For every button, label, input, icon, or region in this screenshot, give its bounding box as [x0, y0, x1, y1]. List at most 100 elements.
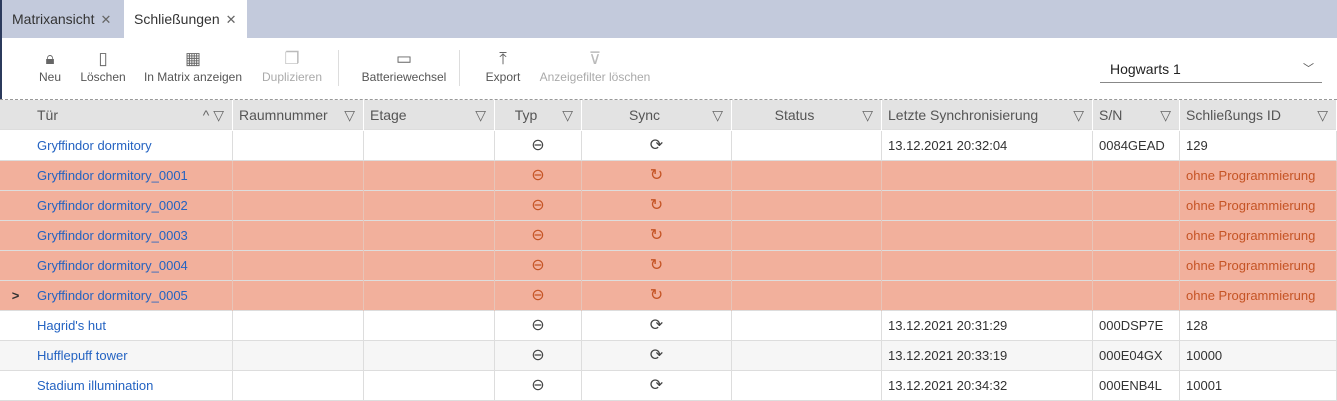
cylinder-type-icon: ⊖ — [531, 197, 545, 214]
tab-label: Schließungen — [134, 11, 220, 27]
column-header[interactable]: Typ ▽ — [495, 100, 582, 130]
column-header-label: Letzte Synchronisierung — [888, 107, 1039, 123]
serial-cell: 000DSP7E — [1093, 311, 1180, 341]
lock-id-cell: ohne Programmierung — [1180, 281, 1337, 311]
column-header[interactable]: Status ▽ — [732, 100, 882, 130]
door-cell[interactable]: Hagrid's hut — [31, 311, 233, 341]
column-header[interactable]: Sync ▽ — [582, 100, 732, 130]
label: Duplizieren — [261, 70, 323, 84]
door-cell[interactable]: Gryffindor dormitory_0003 — [31, 221, 233, 251]
sync-pending-icon: ↻ — [649, 167, 664, 184]
show-in-matrix-button[interactable]: ▦ In Matrix anzeigen — [142, 48, 244, 84]
clear-filter-button[interactable]: ⊽ Anzeigefilter löschen — [537, 48, 653, 84]
column-header[interactable]: Letzte Synchronisierung ▽ — [882, 100, 1093, 130]
sync-icon: ⟳ — [649, 377, 664, 394]
floor-cell — [364, 131, 495, 161]
serial-cell — [1093, 221, 1180, 251]
status-cell — [732, 371, 882, 401]
table-row[interactable]: Gryffindor dormitory_0001 ⊖ ↻ ohne Programm… — [0, 161, 1337, 191]
type-cell: ⊖ — [495, 311, 582, 341]
table-row[interactable]: Hufflepuff tower ⊖ ⟳ 13.12.2021 20:33:19 000… — [0, 341, 1337, 371]
duplicate-icon: ❐ — [284, 49, 300, 68]
row-indicator — [0, 371, 31, 401]
type-cell: ⊖ — [495, 341, 582, 371]
serial-cell: 000E04GX — [1093, 341, 1180, 371]
sync-cell: ⟳ — [582, 371, 732, 401]
cylinder-type-icon: ⊖ — [531, 167, 545, 184]
table-row[interactable]: Gryffindor dormitory ⊖ ⟳ 13.12.2021 20:32:0… — [0, 131, 1337, 161]
serial-cell — [1093, 251, 1180, 281]
column-header[interactable]: Tür ^ ▽ — [31, 100, 233, 130]
type-cell: ⊖ — [495, 191, 582, 221]
lock-id-cell: 10000 — [1180, 341, 1337, 371]
lock-id-cell: ohne Programmierung — [1180, 221, 1337, 251]
status-cell — [732, 251, 882, 281]
sync-icon: ⟳ — [649, 347, 664, 364]
serial-cell — [1093, 281, 1180, 311]
sync-pending-icon: ↻ — [649, 287, 664, 304]
table-row[interactable]: Stadium illumination ⊖ ⟳ 13.12.2021 20:34:3… — [0, 371, 1337, 401]
filter-icon[interactable]: ▽ — [712, 107, 723, 123]
label: Anzeigefilter löschen — [539, 70, 651, 84]
sync-icon: ⟳ — [649, 137, 664, 154]
door-cell[interactable]: Stadium illumination — [31, 371, 233, 401]
export-button[interactable]: ⤒ Export — [482, 48, 524, 84]
door-cell[interactable]: Gryffindor dormitory_0001 — [31, 161, 233, 191]
table-row[interactable]: Hagrid's hut ⊖ ⟳ 13.12.2021 20:31:29 000DSP7… — [0, 311, 1337, 341]
row-indicator — [0, 131, 31, 161]
room-cell — [233, 281, 364, 311]
table-row[interactable]: Gryffindor dormitory_0002 ⊖ ↻ ohne Programm… — [0, 191, 1337, 221]
sync-pending-icon: ↻ — [649, 227, 664, 244]
door-cell[interactable]: Hufflepuff tower — [31, 341, 233, 371]
last-sync-cell: 13.12.2021 20:32:04 — [882, 131, 1093, 161]
battery-change-button[interactable]: ▭ Batteriewechsel — [360, 48, 448, 84]
status-cell — [732, 191, 882, 221]
sync-pending-icon: ↻ — [649, 257, 664, 274]
door-cell[interactable]: Gryffindor dormitory_0004 — [31, 251, 233, 281]
delete-button[interactable]: ▯ Löschen — [78, 48, 128, 84]
filter-icon[interactable]: ▽ — [1160, 107, 1171, 123]
table-row[interactable]: > Gryffindor dormitory_0005 ⊖ ↻ ohne Program… — [0, 281, 1337, 311]
column-header[interactable]: Etage ▽ — [364, 100, 495, 130]
column-header[interactable]: Schließungs ID ▽ — [1180, 100, 1337, 130]
filter-icon[interactable]: ▽ — [862, 107, 873, 123]
lock-plus-icon: 🔒︎ — [45, 49, 55, 68]
new-button[interactable]: 🔒︎ Neu — [36, 48, 64, 84]
sync-cell: ↻ — [582, 221, 732, 251]
door-cell[interactable]: Gryffindor dormitory_0002 — [31, 191, 233, 221]
lock-id-cell: 10001 — [1180, 371, 1337, 401]
filter-icon[interactable]: ^ ▽ — [202, 107, 224, 123]
floor-cell — [364, 371, 495, 401]
divider — [459, 50, 460, 86]
floor-cell — [364, 161, 495, 191]
room-cell — [233, 251, 364, 281]
sync-cell: ↻ — [582, 161, 732, 191]
close-icon[interactable]: ✕ — [225, 12, 237, 27]
chevron-down-icon: ﹀ — [1303, 63, 1314, 75]
table-row[interactable]: Gryffindor dormitory_0003 ⊖ ↻ ohne Programm… — [0, 221, 1337, 251]
filter-icon[interactable]: ▽ — [562, 107, 573, 123]
door-cell[interactable]: Gryffindor dormitory_0005 — [31, 281, 233, 311]
column-header-label: Status — [774, 107, 815, 123]
column-header-label: S/N — [1099, 107, 1123, 123]
table-row[interactable]: Gryffindor dormitory_0004 ⊖ ↻ ohne Programm… — [0, 251, 1337, 281]
filter-icon[interactable]: ▽ — [1317, 107, 1328, 123]
table-header: Tür ^ ▽ Raumnummer ▽ Etage ▽ Typ ▽ Sync ▽ Status ▽ L… — [0, 100, 1337, 130]
column-header-label: Etage — [370, 107, 407, 123]
filter-icon[interactable]: ▽ — [344, 107, 355, 123]
lock-id-cell: ohne Programmierung — [1180, 161, 1337, 191]
filter-icon[interactable]: ▽ — [475, 107, 486, 123]
last-sync-cell — [882, 221, 1093, 251]
floor-cell — [364, 281, 495, 311]
column-header[interactable]: S/N ▽ — [1093, 100, 1180, 130]
filter-icon[interactable]: ▽ — [1073, 107, 1084, 123]
duplicate-button[interactable]: ❐ Duplizieren — [259, 48, 325, 84]
column-header[interactable]: Raumnummer ▽ — [233, 100, 364, 130]
door-cell[interactable]: Gryffindor dormitory — [31, 131, 233, 161]
close-icon[interactable]: ✕ — [100, 12, 112, 27]
tab-matrixansicht[interactable]: Matrixansicht ✕ — [2, 0, 121, 38]
location-select[interactable]: Hogwarts 1 ﹀ — [1100, 56, 1322, 83]
row-indicator: > — [11, 288, 20, 303]
tab-schliessungen[interactable]: Schließungen ✕ — [124, 0, 247, 38]
last-sync-cell — [882, 191, 1093, 221]
